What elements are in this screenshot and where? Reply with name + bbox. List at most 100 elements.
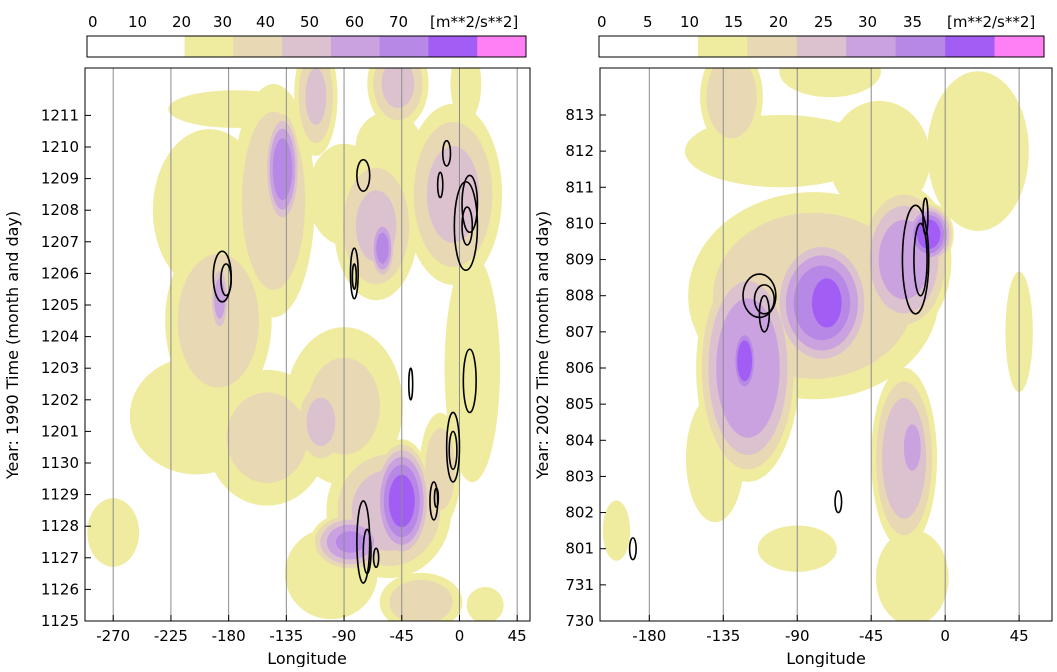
y-tick-label: 1207 <box>41 233 79 251</box>
field-level-60 <box>335 531 365 553</box>
y-tick-label: 803 <box>565 467 594 485</box>
x-tick-label: 45 <box>1010 627 1029 645</box>
x-tick-label: 0 <box>455 627 465 645</box>
y-tick-label: 1129 <box>41 486 79 504</box>
contour-line <box>461 206 474 246</box>
y-tick-label: 1208 <box>41 201 79 219</box>
colorbar-swatch <box>599 36 649 57</box>
x-tick-label: 45 <box>508 627 527 645</box>
y-tick-label: 1205 <box>41 296 79 314</box>
y-tick-label: 813 <box>565 106 594 124</box>
left-colorbar-tick: 70 <box>389 13 408 31</box>
colorbar-swatch <box>895 36 946 57</box>
y-tick-label: 809 <box>565 251 594 269</box>
right-colorbar-tick: 20 <box>769 13 788 31</box>
y-tick-label: 1206 <box>41 264 79 282</box>
field-level-25 <box>903 424 921 471</box>
y-tick-label: 805 <box>565 395 594 413</box>
colorbar-swatch <box>945 36 996 57</box>
left-field <box>87 68 504 621</box>
field-level-40 <box>426 146 480 243</box>
x-tick-label: -45 <box>859 627 884 645</box>
right-x-axis: -180 -135 -90 -45 0 45 <box>632 615 1029 645</box>
contour-line <box>356 500 371 584</box>
left-colorbar-tick: 20 <box>172 13 191 31</box>
x-tick-label: -90 <box>785 627 810 645</box>
x-tick-label: -270 <box>96 627 130 645</box>
right-colorbar-tick: 0 <box>597 13 607 31</box>
y-tick-label: 808 <box>565 287 594 305</box>
left-colorbar <box>86 35 527 58</box>
right-plot-frame <box>599 67 1053 622</box>
left-y-axis: 1125 1126 1127 1128 1129 1130 1201 1202 1203 1204… <box>41 106 91 630</box>
field-level-30 <box>425 428 456 511</box>
colorbar-swatch <box>330 36 381 57</box>
left-colorbar-tick: 60 <box>345 13 364 31</box>
colorbar-swatch <box>184 36 234 57</box>
right-x-axis-label: Longitude <box>786 649 866 667</box>
x-tick-label: -180 <box>212 627 246 645</box>
y-tick-label: 1125 <box>41 612 79 630</box>
contour-line <box>356 158 371 193</box>
contour-line <box>220 263 232 297</box>
y-tick-label: 1210 <box>41 138 79 156</box>
contour-line <box>433 487 440 509</box>
left-colorbar-tick: 0 <box>88 13 98 31</box>
field-level-20 <box>450 68 482 122</box>
field-level-40 <box>306 397 336 447</box>
contour-line <box>372 547 380 569</box>
left-x-axis-label: Longitude <box>267 649 347 667</box>
right-colorbar <box>598 35 1045 58</box>
y-tick-label: 804 <box>565 431 594 449</box>
left-colorbar-tick: 40 <box>256 13 275 31</box>
left-plot-frame <box>84 67 531 622</box>
left-gridlines <box>112 68 518 621</box>
contour-line <box>408 367 414 401</box>
y-tick-label: 812 <box>565 142 594 160</box>
colorbar-swatch <box>846 36 897 57</box>
contour-line <box>901 204 930 315</box>
contour-line <box>349 247 359 300</box>
y-tick-label: 811 <box>565 178 594 196</box>
contour-line <box>362 528 372 575</box>
contour-line <box>453 180 479 272</box>
colorbar-frame <box>598 35 1045 58</box>
contour-line <box>922 197 929 236</box>
colorbar-swatch <box>379 36 429 57</box>
x-tick-label: -45 <box>390 627 415 645</box>
left-x-axis: -270 -225 -180 -135 -90 -45 0 45 <box>96 615 527 645</box>
colorbar-swatch <box>87 36 137 57</box>
field-level-35 <box>811 278 842 328</box>
right-colorbar-tick: 10 <box>680 13 699 31</box>
left-y-axis-label: Year: 1990 Time (month and day) <box>3 211 22 480</box>
y-tick-label: 1126 <box>41 580 79 598</box>
right-heatmap-panel: 0 5 10 15 20 25 30 35 [m**2/s**2] -180 -1… <box>533 13 1053 668</box>
x-tick-label: 0 <box>940 627 950 645</box>
right-gridlines <box>648 68 1020 621</box>
colorbar-swatch <box>994 36 1045 57</box>
field-level-60 <box>272 138 293 201</box>
field-level-10 <box>602 500 631 561</box>
y-tick-label: 806 <box>565 359 594 377</box>
field-level-35 <box>737 340 753 382</box>
y-tick-label: 1209 <box>41 170 79 188</box>
x-tick-label: -135 <box>706 627 740 645</box>
left-colorbar-unit: [m**2/s**2] <box>430 13 518 31</box>
contour-line <box>753 284 776 315</box>
field-level-50 <box>214 278 226 319</box>
x-tick-label: -135 <box>269 627 303 645</box>
y-tick-label: 802 <box>565 504 594 522</box>
colorbar-swatch <box>796 36 847 57</box>
right-colorbar-unit: [m**2/s**2] <box>947 13 1035 31</box>
colorbar-swatch <box>697 36 748 57</box>
colorbar-swatch <box>477 36 527 57</box>
field-level-60 <box>376 232 389 264</box>
y-tick-label: 1211 <box>41 106 79 124</box>
contour-line <box>441 139 452 167</box>
field-level-10 <box>779 68 881 98</box>
contour-line <box>351 263 358 290</box>
right-colorbar-tick: 5 <box>643 13 653 31</box>
y-tick-label: 1127 <box>41 549 79 567</box>
